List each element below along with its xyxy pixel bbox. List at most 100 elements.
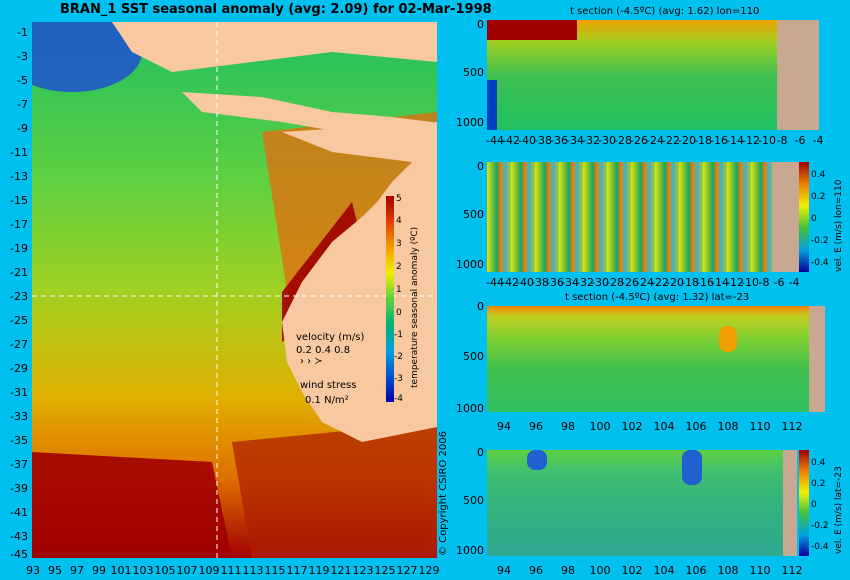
y-tick: 500 (463, 494, 484, 507)
velocity-arrows-icon: › › ≻ (300, 356, 323, 367)
x-tick: 102 (621, 420, 643, 433)
sst-colorbar-label: temperature seasonal anomaly (ºC) (410, 226, 420, 388)
x-tick: -22 (651, 276, 669, 289)
x-tick: 96 (529, 564, 543, 577)
lat-tick: -27 (10, 338, 28, 351)
colorbar-tick: 5 (396, 194, 402, 204)
colorbar-tick: 0.4 (811, 458, 826, 468)
x-tick: -26 (621, 276, 639, 289)
lon-tick: 127 (396, 564, 418, 577)
x-tick: -10 (741, 276, 759, 289)
x-tick: -44 (486, 134, 504, 147)
wind-legend-title: wind stress (300, 380, 357, 391)
x-tick: 108 (717, 420, 739, 433)
colorbar-tick: -1 (394, 330, 403, 340)
x-tick: -22 (662, 134, 680, 147)
x-tick: -6 (773, 276, 785, 289)
x-tick: 106 (685, 420, 707, 433)
lon-tick: 123 (352, 564, 374, 577)
y-tick: 0 (477, 300, 484, 313)
lon-tick: 125 (374, 564, 396, 577)
wind-legend-value: 0.1 N/m² (305, 395, 349, 406)
x-tick: -44 (486, 276, 504, 289)
lat-tick: -1 (17, 26, 28, 39)
section-3-plot (487, 306, 825, 412)
colorbar-tick: -0.2 (811, 236, 829, 246)
seafloor (783, 450, 797, 556)
sst-colorbar (386, 196, 394, 402)
x-tick: -8 (758, 276, 770, 289)
x-tick: -38 (534, 134, 552, 147)
section-2-plot (487, 162, 799, 272)
x-tick: 112 (781, 564, 803, 577)
lon-tick: 101 (110, 564, 132, 577)
lat-tick: -5 (17, 74, 28, 87)
x-tick: -40 (516, 276, 534, 289)
x-tick: -34 (566, 134, 584, 147)
x-tick: -26 (630, 134, 648, 147)
colorbar-tick: 0 (396, 308, 402, 318)
lat-tick: -13 (10, 170, 28, 183)
x-tick: 106 (685, 564, 707, 577)
x-tick: -24 (646, 134, 664, 147)
x-tick: -30 (591, 276, 609, 289)
x-tick: -16 (696, 276, 714, 289)
lon-tick: 99 (92, 564, 106, 577)
y-tick: 1000 (456, 116, 484, 129)
lon-tick: 111 (220, 564, 242, 577)
lon-tick: 107 (176, 564, 198, 577)
x-tick: 102 (621, 564, 643, 577)
x-tick: -32 (576, 276, 594, 289)
x-tick: -20 (678, 134, 696, 147)
lat-tick: -29 (10, 362, 28, 375)
x-tick: -4 (812, 134, 824, 147)
x-tick: 108 (717, 564, 739, 577)
y-tick: 1000 (456, 544, 484, 557)
lon-tick: 97 (70, 564, 84, 577)
lon-tick: 93 (26, 564, 40, 577)
x-tick: -14 (726, 134, 744, 147)
x-tick: 104 (653, 564, 675, 577)
lat-tick: -31 (10, 386, 28, 399)
colorbar-tick: 2 (396, 262, 402, 272)
x-tick: -42 (502, 134, 520, 147)
x-tick: 104 (653, 420, 675, 433)
y-tick: 500 (463, 208, 484, 221)
velocity-legend-scale: 0.2 0.4 0.8 (296, 345, 351, 356)
x-tick: -40 (518, 134, 536, 147)
x-tick: 110 (749, 420, 771, 433)
x-tick: -18 (681, 276, 699, 289)
x-tick: -4 (788, 276, 800, 289)
section-4-plot (487, 450, 797, 556)
seafloor (772, 162, 799, 272)
x-tick: -28 (614, 134, 632, 147)
lon-tick: 95 (48, 564, 62, 577)
velocity-legend-title: velocity (m/s) (296, 332, 365, 343)
colorbar-tick: -3 (394, 374, 403, 384)
x-tick: -20 (666, 276, 684, 289)
lat-tick: -17 (10, 218, 28, 231)
sst-anomaly-field (32, 22, 437, 558)
colorbar-tick: -0.2 (811, 521, 829, 531)
x-tick: -24 (636, 276, 654, 289)
colorbar-tick: 1 (396, 285, 402, 295)
section-2-colorbar (799, 162, 809, 272)
colorbar-tick: -0.4 (811, 258, 829, 268)
lon-tick: 103 (132, 564, 154, 577)
x-tick: 98 (561, 420, 575, 433)
lat-tick: -9 (17, 122, 28, 135)
x-tick: -6 (794, 134, 806, 147)
section-1-plot (487, 20, 819, 130)
y-tick: 1000 (456, 402, 484, 415)
x-tick: -16 (710, 134, 728, 147)
x-tick: -12 (742, 134, 760, 147)
x-tick: 110 (749, 564, 771, 577)
lat-tick: -35 (10, 434, 28, 447)
y-tick: 1000 (456, 258, 484, 271)
colorbar-tick: -4 (394, 394, 403, 404)
seafloor (777, 20, 819, 130)
y-tick: 0 (477, 160, 484, 173)
section-3-title: t section (-4.5ºC) (avg: 1.32) lat=-23 (565, 292, 750, 303)
lat-tick: -23 (10, 290, 28, 303)
lat-tick: -45 (10, 548, 28, 561)
